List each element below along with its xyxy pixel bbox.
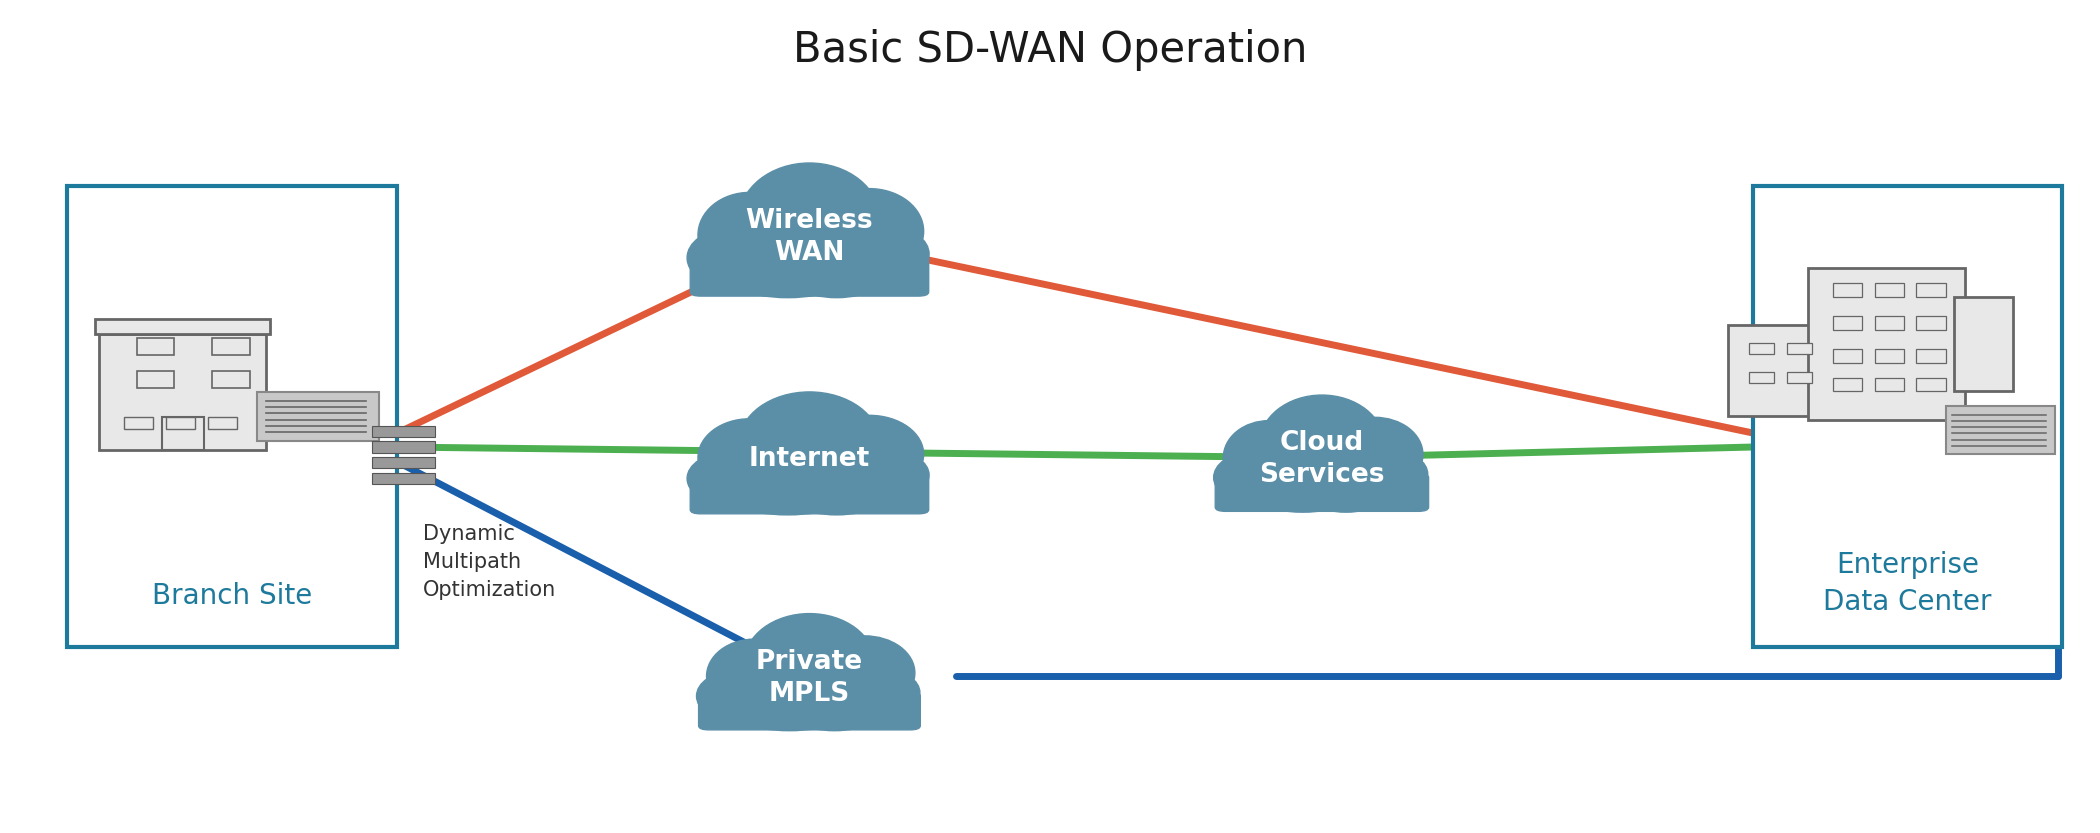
Ellipse shape — [779, 671, 890, 731]
Ellipse shape — [743, 614, 876, 712]
FancyBboxPatch shape — [67, 186, 397, 647]
Bar — [1787, 372, 1812, 383]
Ellipse shape — [739, 392, 880, 496]
FancyBboxPatch shape — [372, 457, 435, 468]
Text: Branch Site: Branch Site — [151, 582, 313, 611]
Bar — [124, 417, 153, 429]
Bar — [1875, 349, 1905, 362]
Ellipse shape — [777, 452, 897, 515]
FancyBboxPatch shape — [372, 472, 435, 484]
Ellipse shape — [739, 163, 880, 277]
Bar — [212, 372, 250, 388]
Bar — [1875, 378, 1905, 392]
Text: Private
MPLS: Private MPLS — [756, 649, 863, 707]
FancyBboxPatch shape — [258, 392, 378, 441]
Ellipse shape — [1233, 450, 1373, 512]
Ellipse shape — [1361, 451, 1428, 497]
Ellipse shape — [697, 671, 773, 721]
Text: Cloud
Services: Cloud Services — [1260, 431, 1384, 488]
Bar — [212, 338, 250, 355]
Ellipse shape — [1260, 395, 1384, 494]
FancyBboxPatch shape — [372, 426, 435, 437]
Bar — [162, 416, 204, 450]
FancyBboxPatch shape — [699, 692, 920, 730]
Ellipse shape — [697, 192, 802, 277]
Bar — [1787, 342, 1812, 354]
Bar — [1917, 349, 1947, 362]
FancyBboxPatch shape — [99, 334, 267, 450]
Ellipse shape — [716, 668, 863, 731]
Ellipse shape — [815, 188, 924, 274]
Bar — [1833, 283, 1863, 297]
Ellipse shape — [710, 226, 867, 297]
FancyBboxPatch shape — [1216, 473, 1428, 511]
FancyBboxPatch shape — [691, 474, 928, 514]
FancyBboxPatch shape — [691, 254, 928, 296]
Bar — [1749, 372, 1774, 383]
Bar — [1917, 317, 1947, 330]
Ellipse shape — [706, 639, 802, 713]
Bar — [136, 338, 174, 355]
Ellipse shape — [1214, 453, 1285, 502]
Bar — [1917, 283, 1947, 297]
Ellipse shape — [697, 419, 802, 496]
Ellipse shape — [853, 451, 928, 499]
Bar — [1749, 342, 1774, 354]
Ellipse shape — [1294, 453, 1399, 512]
Bar — [136, 372, 174, 388]
Bar — [1833, 317, 1863, 330]
FancyBboxPatch shape — [372, 441, 435, 453]
Ellipse shape — [850, 670, 920, 716]
Text: Basic SD-WAN Operation: Basic SD-WAN Operation — [794, 29, 1306, 71]
Ellipse shape — [1327, 417, 1424, 491]
Text: Internet: Internet — [750, 446, 869, 472]
Ellipse shape — [687, 452, 769, 505]
FancyBboxPatch shape — [1808, 267, 1966, 421]
FancyBboxPatch shape — [1728, 326, 1812, 416]
FancyBboxPatch shape — [1947, 407, 2054, 454]
Ellipse shape — [777, 229, 897, 297]
FancyBboxPatch shape — [94, 319, 271, 334]
Bar — [1875, 283, 1905, 297]
Text: Dynamic
Multipath
Optimization: Dynamic Multipath Optimization — [422, 524, 556, 600]
Ellipse shape — [710, 449, 867, 515]
Ellipse shape — [815, 636, 916, 710]
Text: Wireless
WAN: Wireless WAN — [746, 208, 874, 266]
Bar — [1833, 378, 1863, 392]
Bar — [1917, 378, 1947, 392]
Ellipse shape — [687, 229, 769, 287]
Bar — [1833, 349, 1863, 362]
FancyBboxPatch shape — [1754, 186, 2062, 647]
Bar — [1875, 317, 1905, 330]
Bar — [208, 417, 237, 429]
Text: Enterprise
Data Center: Enterprise Data Center — [1823, 551, 1991, 616]
Ellipse shape — [815, 416, 924, 493]
Ellipse shape — [853, 227, 928, 281]
Bar — [166, 417, 195, 429]
Ellipse shape — [1224, 421, 1315, 495]
FancyBboxPatch shape — [1955, 297, 2012, 392]
